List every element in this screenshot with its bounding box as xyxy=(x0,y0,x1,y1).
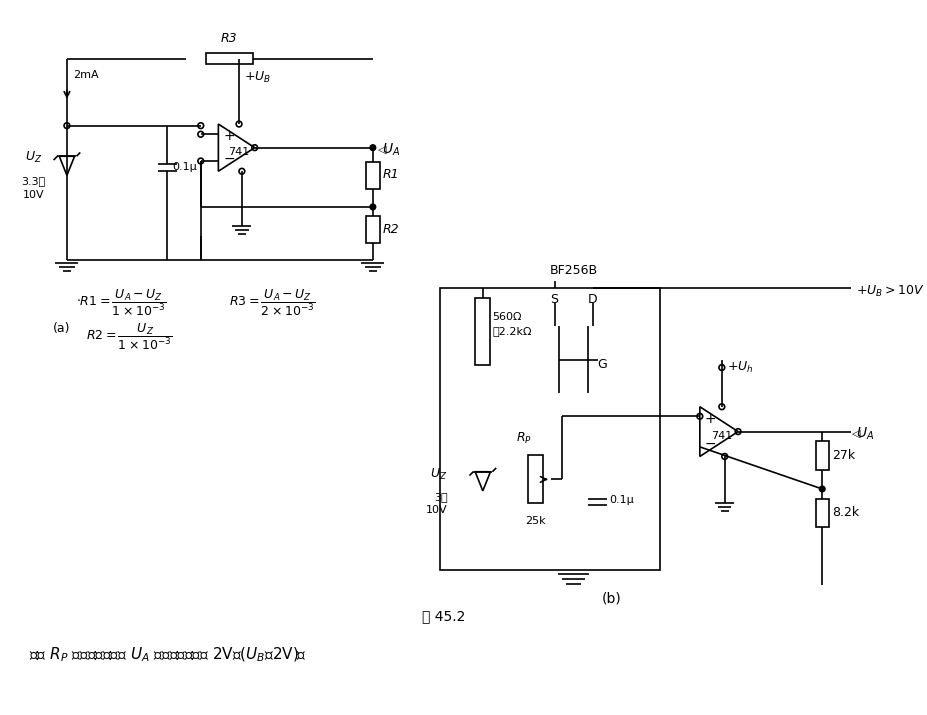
Bar xyxy=(206,53,253,64)
Bar xyxy=(366,217,379,243)
Text: 8.2k: 8.2k xyxy=(831,506,858,519)
Text: 图 45.2: 图 45.2 xyxy=(422,609,464,623)
Text: 10V: 10V xyxy=(22,190,44,200)
Text: 0.1μ: 0.1μ xyxy=(171,162,197,172)
Text: 25k: 25k xyxy=(525,516,545,526)
Polygon shape xyxy=(59,157,74,175)
Text: 3～: 3～ xyxy=(433,492,447,502)
Text: +: + xyxy=(222,129,235,143)
Text: 3.3～: 3.3～ xyxy=(21,176,45,186)
Text: BF256B: BF256B xyxy=(549,264,597,277)
Bar xyxy=(439,288,659,571)
Text: $U_Z$: $U_Z$ xyxy=(25,149,42,164)
Text: $\cdot R1 = \dfrac{U_A - U_Z}{1\times10^{-3}}$: $\cdot R1 = \dfrac{U_A - U_Z}{1\times10^… xyxy=(76,288,167,318)
Text: 2mA: 2mA xyxy=(72,70,98,80)
Text: (b): (b) xyxy=(602,592,621,606)
Text: R3: R3 xyxy=(221,32,237,45)
Text: 560Ω: 560Ω xyxy=(492,312,521,322)
Text: ◁: ◁ xyxy=(377,144,386,154)
Text: R1: R1 xyxy=(382,168,399,181)
Text: 0.1μ: 0.1μ xyxy=(608,495,633,506)
Text: 10V: 10V xyxy=(425,505,447,515)
Text: +: + xyxy=(704,412,716,426)
Text: 741: 741 xyxy=(710,431,731,441)
Text: $+U_h$: $+U_h$ xyxy=(726,360,753,375)
Circle shape xyxy=(370,204,375,209)
Circle shape xyxy=(370,144,375,151)
Bar xyxy=(527,455,542,503)
Text: $+U_B$: $+U_B$ xyxy=(244,70,271,85)
Polygon shape xyxy=(475,472,490,491)
Text: 741: 741 xyxy=(228,147,249,157)
Text: $U_A$: $U_A$ xyxy=(855,425,873,442)
Text: ◁: ◁ xyxy=(851,428,859,438)
Bar xyxy=(815,498,828,527)
Text: $+U_B>10V$: $+U_B>10V$ xyxy=(855,284,923,299)
Text: −: − xyxy=(704,437,716,451)
Text: $R2 = \dfrac{U_Z}{1\times10^{-3}}$: $R2 = \dfrac{U_Z}{1\times10^{-3}}$ xyxy=(86,322,172,352)
Text: S: S xyxy=(550,293,558,306)
Text: (a): (a) xyxy=(53,322,70,335)
Text: G: G xyxy=(597,358,606,371)
Text: $U_Z$: $U_Z$ xyxy=(430,467,447,482)
Bar xyxy=(366,162,379,189)
Text: ～2.2kΩ: ～2.2kΩ xyxy=(492,326,531,336)
Bar xyxy=(475,297,490,365)
Circle shape xyxy=(819,486,824,492)
Text: D: D xyxy=(588,293,597,306)
Bar xyxy=(815,441,828,470)
Text: 位器 $R_P$ 调节电压。电压 $U_A$ 的调节范围约为 2V～($U_B$－2V)。: 位器 $R_P$ 调节电压。电压 $U_A$ 的调节范围约为 2V～($U_B$… xyxy=(29,645,306,664)
Text: R2: R2 xyxy=(382,223,399,237)
Text: $U_A$: $U_A$ xyxy=(382,142,400,158)
Text: 27k: 27k xyxy=(831,449,854,462)
Text: $R_P$: $R_P$ xyxy=(515,431,531,446)
Text: −: − xyxy=(222,152,235,166)
Text: $R3 = \dfrac{U_A - U_Z}{2\times10^{-3}}$: $R3 = \dfrac{U_A - U_Z}{2\times10^{-3}}$ xyxy=(229,288,316,318)
